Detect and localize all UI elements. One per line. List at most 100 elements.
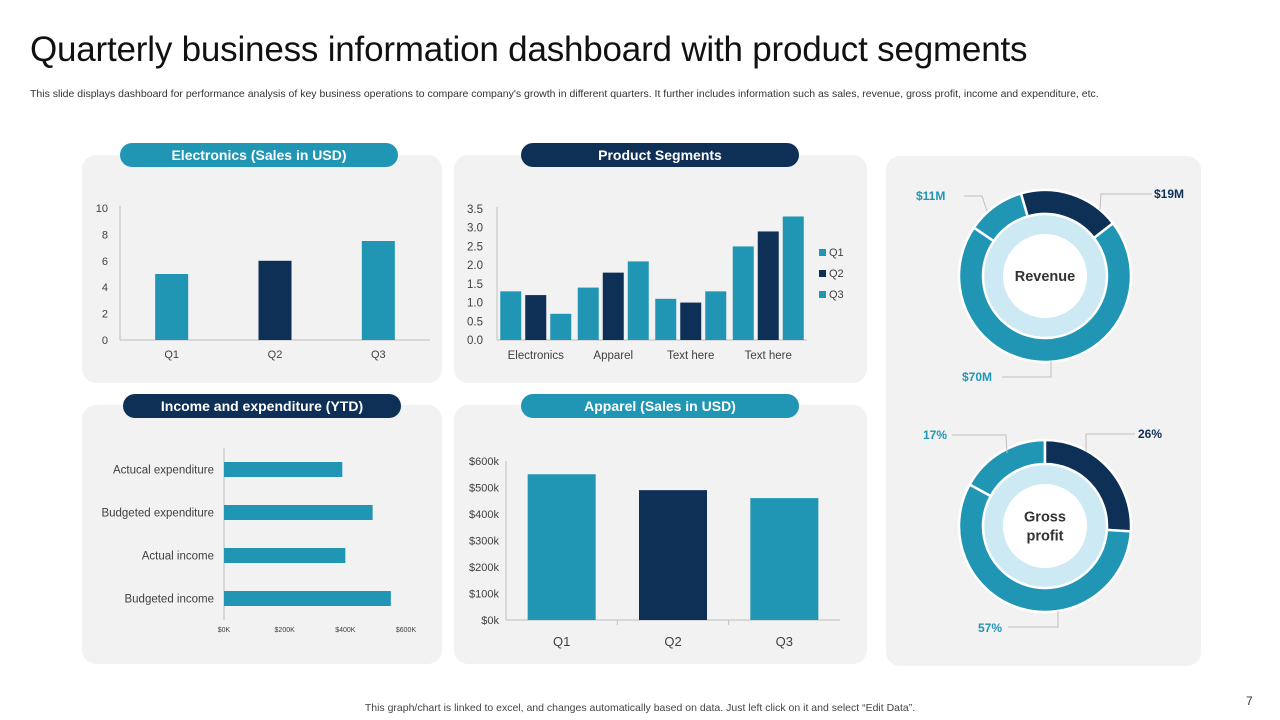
gross-profit-donut-chart: 17% 26% 57% Gross profit bbox=[923, 427, 1162, 635]
legend-label: Q3 bbox=[829, 289, 844, 301]
bar bbox=[224, 591, 391, 606]
bar bbox=[361, 241, 395, 340]
y-tick-label: 1.5 bbox=[467, 279, 483, 291]
bar bbox=[527, 474, 596, 620]
segments-chart: 0.0 0.5 1.0 1.5 2.0 2.5 3.0 3.5 Electronics Appar… bbox=[467, 204, 844, 362]
x-tick-label: Q1 bbox=[553, 634, 570, 649]
bar bbox=[224, 548, 346, 563]
leader-line bbox=[1099, 193, 1152, 211]
income-panel bbox=[82, 405, 442, 664]
segments-title-pill: Product Segments bbox=[521, 143, 799, 167]
bar-q1 bbox=[655, 298, 677, 340]
electronics-chart: 0 2 4 6 8 10 Q1 Q2 Q3 bbox=[96, 203, 430, 361]
bar bbox=[155, 274, 189, 340]
x-tick-label: Q1 bbox=[164, 349, 179, 361]
donut-slice bbox=[957, 221, 1133, 364]
leader-line bbox=[952, 434, 1008, 454]
leader-line bbox=[1085, 433, 1135, 452]
x-tick-label: $400K bbox=[335, 627, 356, 634]
y-tick-label: 10 bbox=[96, 203, 108, 215]
y-tick-label: $600k bbox=[469, 456, 499, 468]
bar bbox=[750, 498, 819, 620]
slice-label: 17% bbox=[923, 428, 947, 442]
y-tick-label: Budgeted income bbox=[124, 594, 214, 606]
footer-note: This graph/chart is linked to excel, and… bbox=[364, 702, 916, 714]
leader-line bbox=[964, 195, 988, 212]
y-tick-label: 0.0 bbox=[467, 335, 483, 347]
leader-line bbox=[1008, 611, 1059, 628]
x-tick-label: Q2 bbox=[268, 349, 283, 361]
y-tick-label: Actucal expenditure bbox=[113, 465, 214, 477]
bar-q3 bbox=[705, 291, 727, 340]
y-tick-label: 0 bbox=[102, 335, 108, 347]
x-tick-label: $0K bbox=[218, 627, 231, 634]
y-tick-label: $200k bbox=[469, 562, 499, 574]
y-tick-label: 1.0 bbox=[467, 298, 483, 310]
donut-center-label: Gross bbox=[1024, 510, 1066, 526]
bar-q2 bbox=[757, 231, 779, 340]
y-tick-label: 0.5 bbox=[467, 316, 483, 328]
bar-q1 bbox=[732, 246, 754, 340]
income-title-pill: Income and expenditure (YTD) bbox=[123, 394, 401, 418]
income-chart: Actucal expenditure Budgeted expenditure A… bbox=[101, 448, 417, 634]
y-tick-label: $500k bbox=[469, 483, 499, 495]
revenue-donut-chart: $11M $19M $70M Revenue bbox=[916, 187, 1184, 384]
legend-label: Q2 bbox=[829, 268, 844, 280]
donut-center bbox=[1003, 484, 1087, 568]
y-tick-label: 2 bbox=[102, 309, 108, 321]
page-title: Quarterly business information dashboard… bbox=[30, 30, 1028, 69]
y-tick-label: 3.0 bbox=[467, 223, 483, 235]
y-tick-label: 2.5 bbox=[467, 241, 483, 253]
slice-label: $70M bbox=[962, 370, 992, 384]
page-number: 7 bbox=[1246, 694, 1253, 708]
x-tick-label: Text here bbox=[667, 350, 714, 362]
bar-q1 bbox=[577, 287, 599, 340]
x-tick-label: Text here bbox=[745, 350, 792, 362]
donut-center-label: profit bbox=[1026, 529, 1063, 545]
x-tick-label: Apparel bbox=[593, 350, 633, 362]
x-tick-label: Q3 bbox=[371, 349, 386, 361]
y-tick-label: 3.5 bbox=[467, 204, 483, 216]
slice-label: $19M bbox=[1154, 187, 1184, 201]
legend-swatch bbox=[819, 249, 826, 256]
y-tick-label: $300k bbox=[469, 536, 499, 548]
y-tick-label: $0k bbox=[481, 615, 499, 627]
x-tick-label: Q2 bbox=[664, 634, 681, 649]
y-tick-label: Budgeted expenditure bbox=[101, 508, 214, 520]
y-tick-label: Actual income bbox=[142, 551, 214, 563]
apparel-chart: $0k $100k $200k $300k $400k $500k $600k Q1 Q2 Q3 bbox=[469, 456, 840, 649]
donut-center bbox=[1003, 234, 1087, 318]
y-tick-label: $400k bbox=[469, 509, 499, 521]
legend-swatch bbox=[819, 291, 826, 298]
y-tick-label: $100k bbox=[469, 589, 499, 601]
x-tick-label: $600K bbox=[396, 627, 417, 634]
legend-label: Q1 bbox=[829, 247, 844, 259]
bar bbox=[258, 260, 292, 340]
bar bbox=[224, 462, 343, 477]
bar-q2 bbox=[602, 272, 624, 340]
donut-slice bbox=[957, 482, 1133, 614]
page-subtitle: This slide displays dashboard for perfor… bbox=[30, 88, 1099, 100]
y-tick-label: 8 bbox=[102, 229, 108, 241]
y-tick-label: 6 bbox=[102, 256, 108, 268]
apparel-title-pill: Apparel (Sales in USD) bbox=[521, 394, 799, 418]
bar-q1 bbox=[500, 291, 522, 340]
bar-q3 bbox=[627, 261, 649, 340]
y-tick-label: 2.0 bbox=[467, 260, 483, 272]
x-tick-label: Q3 bbox=[776, 634, 793, 649]
legend-swatch bbox=[819, 270, 826, 277]
bar-q3 bbox=[550, 313, 572, 340]
y-tick-label: 4 bbox=[102, 282, 108, 294]
slice-label: $11M bbox=[916, 189, 945, 203]
bar-q2 bbox=[525, 295, 547, 340]
slice-label: 26% bbox=[1138, 427, 1162, 441]
slice-label: 57% bbox=[978, 621, 1002, 635]
x-tick-label: $200K bbox=[275, 627, 296, 634]
bar-q3 bbox=[782, 216, 804, 340]
x-tick-label: Electronics bbox=[508, 350, 564, 362]
donut-center-label: Revenue bbox=[1015, 269, 1075, 285]
bar bbox=[224, 505, 373, 520]
electronics-title-pill: Electronics (Sales in USD) bbox=[120, 143, 398, 167]
bar bbox=[639, 490, 707, 620]
leader-line bbox=[1002, 361, 1052, 378]
